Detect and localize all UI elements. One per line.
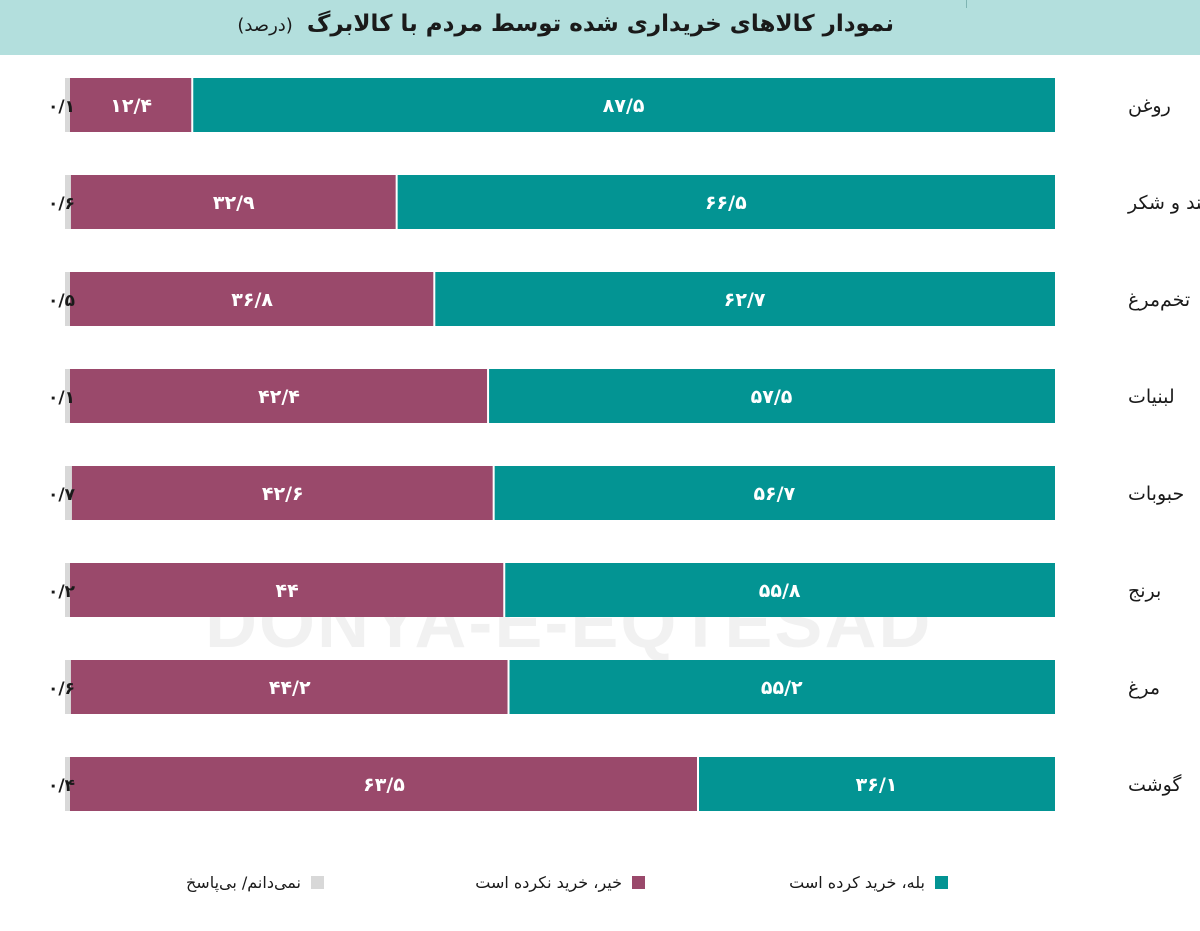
bar-no-response (65, 466, 72, 520)
data-label-yes: ۶۲/۷ (724, 289, 766, 311)
category-label: لبنیات (1128, 386, 1175, 408)
data-label-no: ۴۲/۴ (258, 386, 300, 408)
bar-no-response (65, 272, 70, 326)
bar-no (70, 757, 698, 811)
bar-no (70, 563, 505, 617)
legend-yes-label: بله، خرید کرده است (789, 872, 925, 892)
category-label: روغن (1128, 95, 1171, 117)
bar-yes (192, 78, 1055, 132)
category-label: تخم‌مرغ (1128, 289, 1190, 311)
data-label-yes: ۸۷/۵ (603, 95, 645, 117)
bar-yes (488, 369, 1055, 423)
data-label-no-response: ۰/۴ (48, 776, 75, 796)
bar-no-response (65, 78, 70, 132)
bar-yes (396, 175, 1055, 229)
data-label-no: ۴۴ (276, 580, 299, 602)
data-label-no: ۱۲/۴ (110, 95, 152, 117)
data-label-no: ۶۳/۵ (363, 774, 405, 796)
bar-no (70, 78, 193, 132)
bar-no-response (65, 757, 70, 811)
legend-yes: بله، خرید کرده است (789, 870, 948, 894)
data-label-no: ۴۴/۲ (269, 677, 311, 699)
data-label-no: ۴۲/۶ (262, 483, 304, 505)
bar-yes (434, 272, 1055, 326)
legend-no-response-swatch (311, 875, 324, 889)
data-label-yes: ۳۶/۱ (856, 774, 898, 796)
stacked-bar-chart: ۸۷/۵ ۱۲/۴ ۰/۱ روغن ۶۶/۵ ۳۲/۹ ۰/۶ قند و شکر ۶۲/۷ ۳… (48, 78, 1200, 811)
bar-no (70, 369, 489, 423)
bar-yes (508, 660, 1055, 714)
data-label-no-response: ۰/۶ (48, 194, 75, 214)
category-label: برنج (1128, 580, 1161, 602)
bar-no-response (65, 563, 70, 617)
legend-no-response: نمی‌دانم/ بی‌پاسخ (186, 870, 324, 894)
bar-no-response (65, 175, 71, 229)
legend-yes-swatch (935, 875, 948, 889)
category-label: حبوبات (1128, 483, 1184, 505)
category-label: گوشت (1128, 773, 1182, 796)
data-label-yes: ۵۵/۲ (761, 677, 803, 699)
data-label-no-response: ۰/۱ (48, 97, 75, 117)
data-label-no-response: ۰/۱ (48, 388, 75, 408)
title-divider (966, 0, 967, 8)
bar-yes (697, 757, 1055, 811)
bar-yes (504, 563, 1055, 617)
legend-no-swatch (632, 875, 645, 889)
bar-no (70, 272, 435, 326)
bar-yes (493, 466, 1055, 520)
bar-no (70, 175, 397, 229)
legend-no-response-label: نمی‌دانم/ بی‌پاسخ (185, 872, 301, 892)
legend-no: خیر، خرید نکرده است (475, 870, 645, 894)
chart-title-main: نمودار کالاهای خریداری شده توسط مردم با … (306, 11, 894, 37)
data-label-yes: ۵۷/۵ (751, 386, 793, 408)
bar-no-response (65, 369, 70, 423)
legend-no-label: خیر، خرید نکرده است (475, 872, 622, 892)
chart-title: نمودار کالاهای خریداری شده توسط مردم با … (237, 11, 894, 37)
data-label-no-response: ۰/۵ (48, 291, 75, 311)
category-label: مرغ (1128, 677, 1160, 699)
title-bar: نمودار کالاهای خریداری شده توسط مردم با … (0, 0, 1200, 55)
data-label-no-response: ۰/۲ (48, 582, 76, 602)
bar-no (71, 466, 494, 520)
data-label-yes: ۵۶/۷ (753, 483, 795, 505)
data-label-yes: ۵۵/۸ (759, 580, 801, 602)
data-label-no-response: ۰/۶ (48, 679, 75, 699)
data-label-no: ۳۶/۸ (231, 289, 273, 311)
chart-title-unit: (درصد) (237, 15, 293, 36)
bar-no (70, 660, 509, 714)
bar-no-response (65, 660, 71, 714)
data-label-no: ۳۲/۹ (213, 192, 255, 214)
data-label-yes: ۶۶/۵ (705, 192, 747, 214)
data-label-no-response: ۰/۷ (48, 485, 76, 505)
category-label: قند و شکر (1127, 192, 1200, 214)
